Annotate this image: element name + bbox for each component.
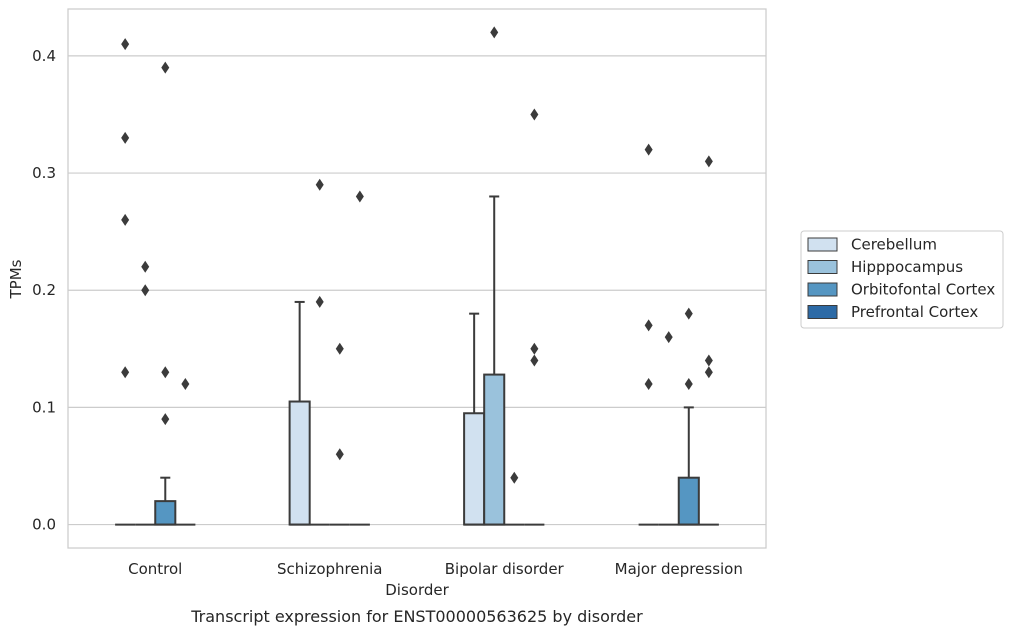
outlier-point bbox=[335, 448, 344, 461]
legend-label: Prefrontal Cortex bbox=[851, 303, 978, 321]
box-3-2 bbox=[524, 108, 545, 526]
x-tick-label: Schizophrenia bbox=[277, 560, 382, 578]
outlier-point bbox=[355, 190, 364, 203]
box-1-3 bbox=[658, 331, 679, 526]
chart-title: Transcript expression for ENST0000056362… bbox=[190, 607, 643, 626]
y-tick-label: 0.2 bbox=[32, 281, 56, 299]
y-tick-labels: 0.0 0.1 0.2 0.3 0.4 bbox=[32, 47, 56, 534]
box-2-1 bbox=[329, 342, 350, 526]
y-tick-label: 0.4 bbox=[32, 47, 56, 65]
x-tick-label: Bipolar disorder bbox=[445, 560, 565, 578]
legend-swatch bbox=[807, 282, 838, 297]
y-tick-label: 0.1 bbox=[32, 398, 56, 416]
legend-swatch bbox=[807, 237, 838, 252]
box-3-0 bbox=[175, 377, 196, 526]
outlier-point bbox=[684, 307, 693, 320]
box-1-0 bbox=[135, 260, 156, 526]
outlier-point bbox=[141, 284, 150, 297]
outlier-point bbox=[490, 26, 499, 39]
legend-swatch bbox=[807, 260, 838, 274]
legend-frame bbox=[800, 230, 1004, 329]
box-2-3 bbox=[677, 307, 700, 526]
outlier-point bbox=[704, 354, 713, 367]
outlier-point bbox=[684, 377, 693, 390]
outlier-point bbox=[644, 143, 653, 156]
x-axis-label: Disorder bbox=[385, 581, 449, 599]
legend-label: Cerebellum bbox=[851, 236, 937, 254]
outlier-point bbox=[510, 471, 519, 484]
box-body bbox=[288, 400, 311, 526]
box-2-2 bbox=[504, 471, 525, 526]
grid-lines bbox=[68, 55, 766, 526]
box-0-2 bbox=[463, 312, 486, 526]
outlier-point bbox=[161, 61, 170, 74]
box-0-0 bbox=[115, 38, 136, 526]
outlier-point bbox=[704, 366, 713, 379]
box-1-2 bbox=[483, 26, 506, 526]
outlier-point bbox=[141, 260, 150, 273]
box-3-1 bbox=[349, 190, 370, 526]
box-body bbox=[677, 476, 700, 526]
x-tick-labels: Control Schizophrenia Bipolar disorder Majo… bbox=[128, 560, 743, 578]
outlier-point bbox=[644, 319, 653, 332]
box-body bbox=[154, 500, 177, 526]
box-3-3 bbox=[698, 155, 719, 526]
box-body bbox=[483, 373, 506, 526]
legend-label: Orbitofontal Cortex bbox=[851, 281, 995, 299]
box-1-1 bbox=[309, 178, 330, 526]
outlier-point bbox=[121, 366, 130, 379]
outlier-point bbox=[121, 213, 130, 226]
legend-swatch bbox=[807, 305, 838, 319]
outlier-point bbox=[181, 377, 190, 390]
outlier-point bbox=[335, 342, 344, 355]
outlier-point bbox=[644, 377, 653, 390]
x-tick-label: Control bbox=[128, 560, 182, 578]
y-axis-label: TPMs bbox=[7, 259, 25, 299]
outlier-point bbox=[530, 342, 539, 355]
y-tick-label: 0.0 bbox=[32, 516, 56, 534]
outlier-point bbox=[704, 155, 713, 168]
outlier-point bbox=[121, 38, 130, 51]
outlier-point bbox=[530, 354, 539, 367]
outlier-point bbox=[664, 331, 673, 344]
box-body bbox=[463, 412, 486, 526]
legend-label: Hipppocampus bbox=[851, 258, 963, 276]
outlier-point bbox=[121, 131, 130, 144]
outlier-point bbox=[315, 178, 324, 191]
box-0-3 bbox=[638, 143, 659, 526]
outlier-point bbox=[315, 295, 324, 308]
outlier-point bbox=[530, 108, 539, 121]
y-tick-label: 0.3 bbox=[32, 164, 56, 182]
plot-marks bbox=[115, 26, 719, 526]
outlier-point bbox=[161, 413, 170, 426]
outlier-point bbox=[161, 366, 170, 379]
box-0-1 bbox=[288, 300, 311, 526]
plot-frame bbox=[67, 8, 767, 549]
legend: Cerebellum Hipppocampus Orbitofontal Corte… bbox=[800, 230, 1004, 329]
x-tick-label: Major depression bbox=[615, 560, 743, 578]
box-2-0 bbox=[154, 61, 177, 526]
